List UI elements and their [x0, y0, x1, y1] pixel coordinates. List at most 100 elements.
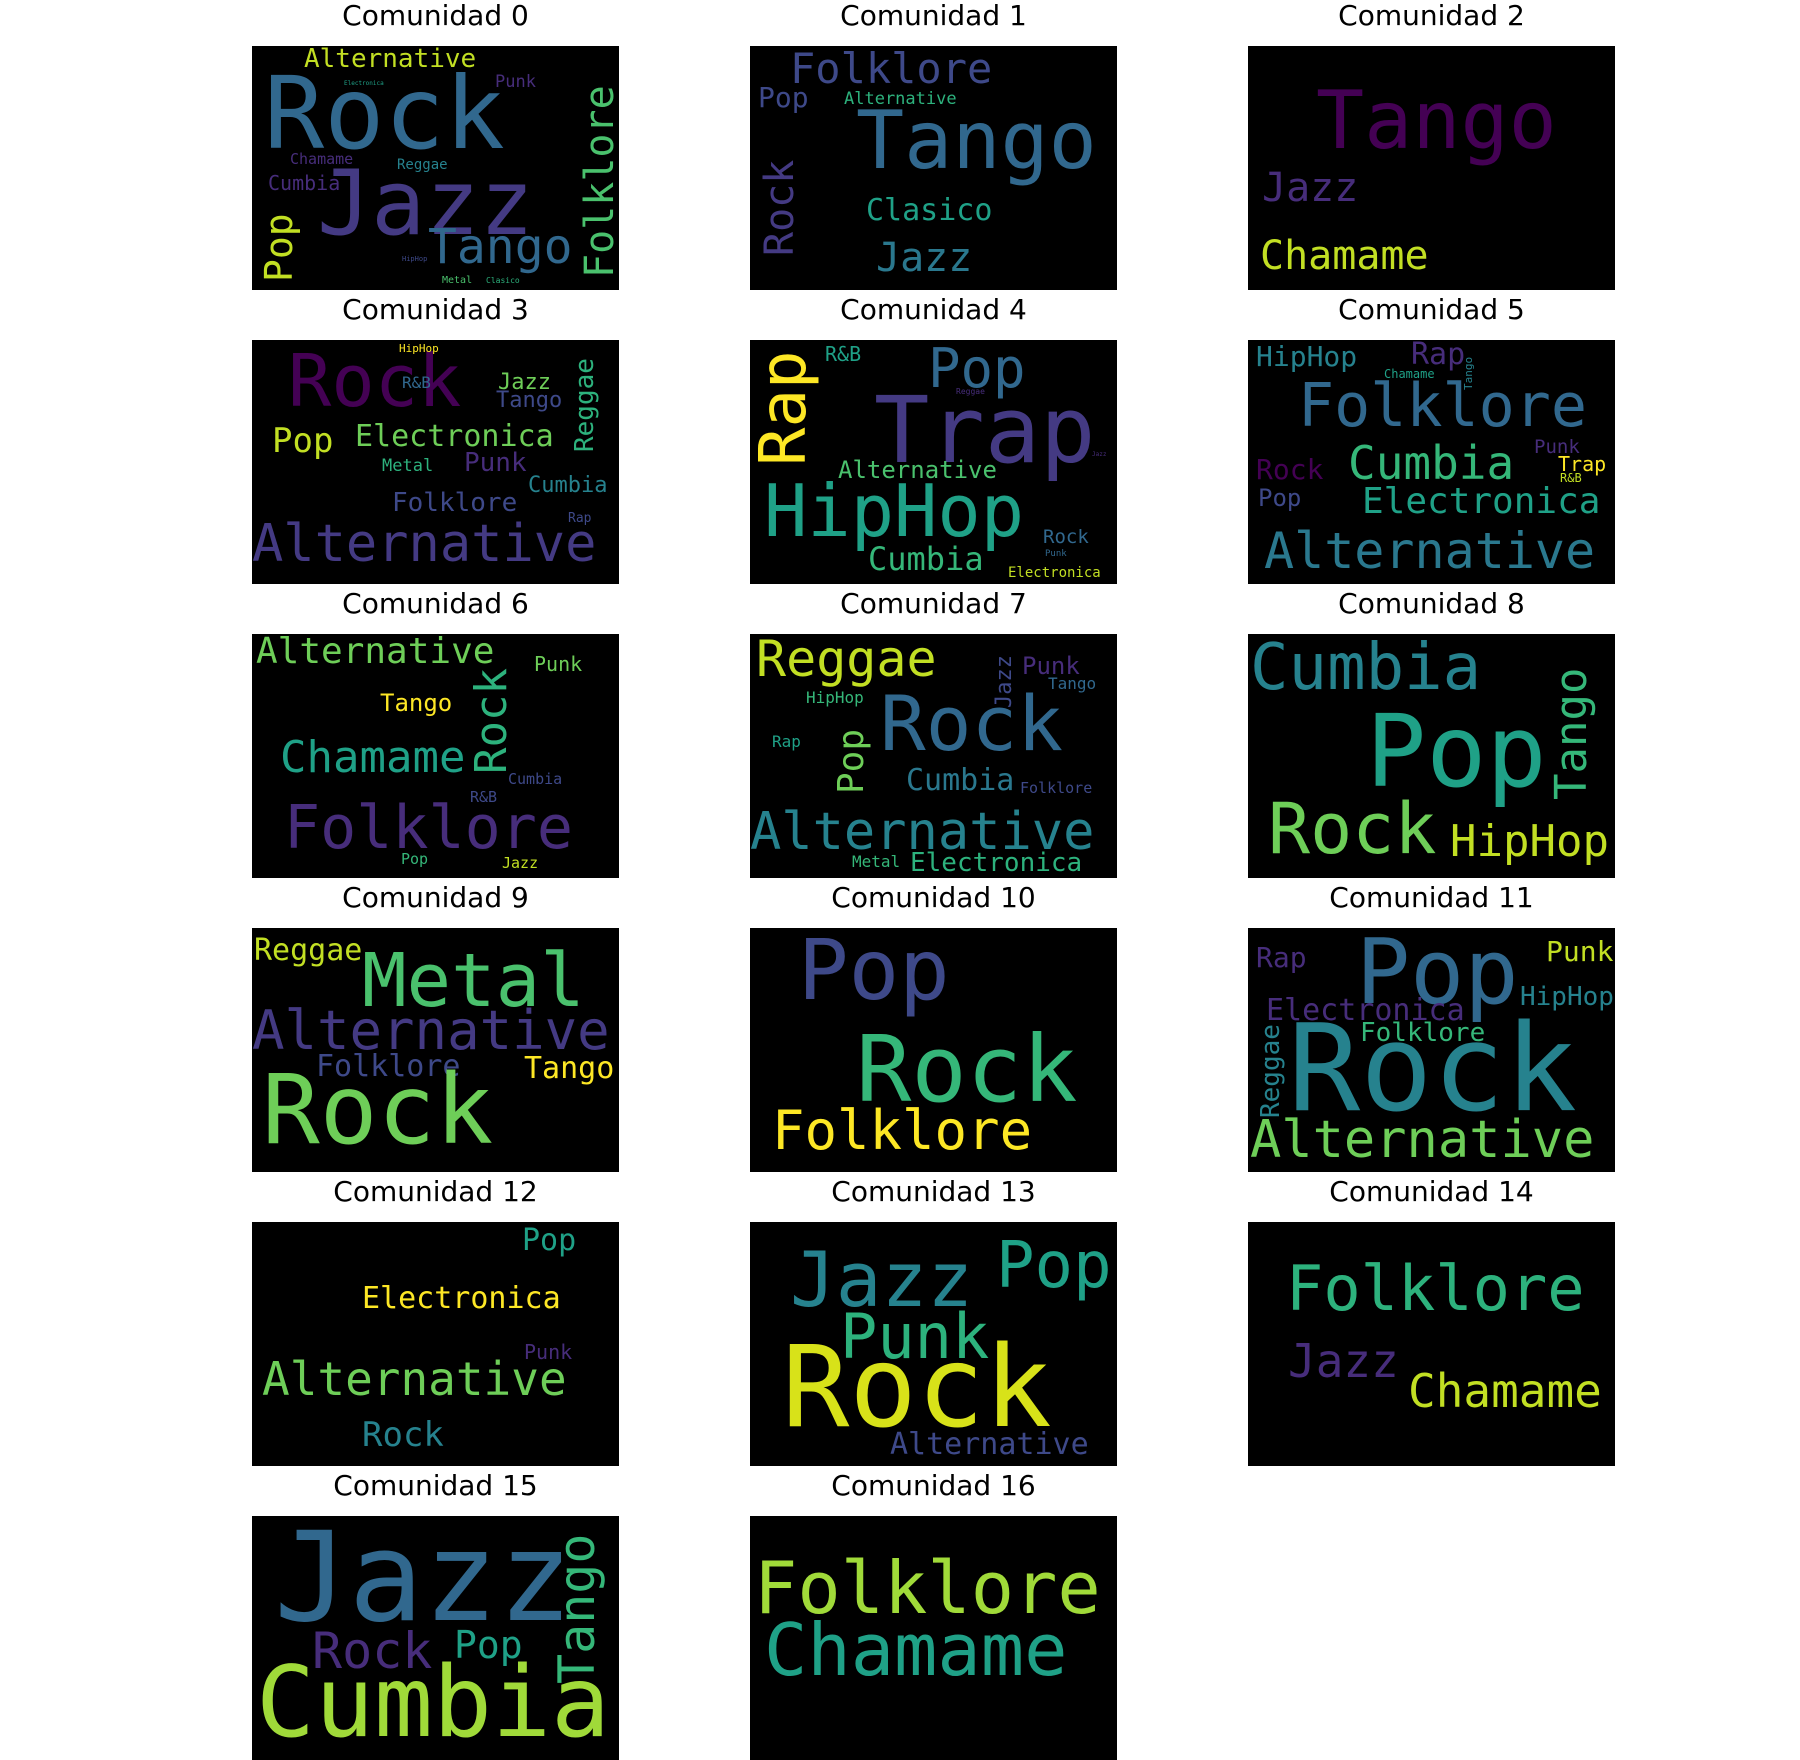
cloud-word: Punk: [495, 72, 536, 92]
panel-title: Comunidad 11: [1329, 881, 1534, 914]
cloud-word: Chamame: [764, 1608, 1068, 1692]
cloud-word: Clasico: [866, 193, 993, 228]
wordcloud-panel: Comunidad 5 HipHop Rap Tango Chamame Folklore…: [1248, 293, 1615, 584]
cloud-word: Alternative: [256, 634, 495, 672]
cloud-word: Rap: [568, 511, 592, 526]
panel-title: Comunidad 14: [1329, 1175, 1534, 1208]
cloud-word: Rap: [1411, 340, 1466, 372]
panel-title: Comunidad 8: [1338, 587, 1525, 620]
cloud-word: Alternative: [252, 999, 610, 1062]
cloud-word: R&B: [825, 342, 862, 366]
cloud-word: Punk: [1022, 652, 1080, 680]
panel-title: Comunidad 12: [333, 1175, 538, 1208]
cloud-word: Alternative: [262, 1352, 567, 1406]
cloud-word: Metal: [382, 456, 434, 476]
wordcloud-canvas: Tango Jazz Chamame: [1248, 46, 1615, 290]
cloud-word: Reggae: [1256, 1024, 1286, 1118]
panel-title: Comunidad 4: [840, 293, 1027, 326]
cloud-word: Metal: [362, 938, 585, 1024]
cloud-word: HipHop: [1256, 340, 1358, 373]
wordcloud-canvas: Rap Pop Punk HipHop Electronica Folklore Regga…: [1248, 928, 1615, 1172]
cloud-word: Alternative: [304, 46, 477, 74]
cloud-word: Punk: [464, 448, 527, 478]
cloud-word: Folklore: [1286, 1252, 1585, 1325]
cloud-word: Tango: [428, 219, 573, 275]
cloud-word: Folklore: [772, 1099, 1033, 1162]
cloud-word: Electronica: [344, 80, 384, 87]
wordcloud-panel: Comunidad 16 Folklore Chamame: [750, 1469, 1117, 1760]
cloud-word: Alternative: [844, 89, 957, 109]
cloud-word: Metal: [442, 275, 473, 286]
cloud-word: HipHop: [764, 469, 1025, 553]
panel-title: Comunidad 16: [831, 1469, 1036, 1502]
cloud-word: Pop: [454, 1623, 523, 1667]
cloud-word: HipHop: [402, 255, 428, 263]
cloud-word: Folklore: [284, 793, 573, 863]
wordcloud-canvas: Reggae Jazz Punk Tango HipHop Pop Rock Rap Cumbi…: [750, 634, 1117, 878]
cloud-word: Pop: [272, 421, 334, 461]
cloud-word: Pop: [928, 340, 1026, 400]
cloud-word: Cumbia: [268, 171, 341, 195]
cloud-word: Rock: [264, 55, 505, 172]
cloud-word: R&B: [470, 788, 498, 806]
cloud-word: Tango: [1316, 74, 1557, 167]
cloud-word: Folklore: [790, 46, 993, 93]
cloud-word: Rock: [782, 1323, 1052, 1453]
cloud-word: Cumbia: [256, 1646, 611, 1760]
cloud-word: Cumbia: [1348, 436, 1515, 490]
cloud-word: Rap: [772, 732, 801, 751]
cloud-word: Jazz: [502, 854, 539, 872]
wordcloud-panel: Comunidad 0 Rock Jazz Alternative Folklore Ta…: [252, 0, 619, 290]
cloud-word: Jazz: [498, 370, 551, 395]
cloud-word: Trap: [1558, 452, 1607, 476]
cloud-word: Pop: [996, 1229, 1112, 1303]
cloud-word: Rock: [312, 1622, 433, 1680]
cloud-word: R&B: [1560, 471, 1582, 485]
cloud-word: Clasico: [486, 276, 520, 285]
cloud-word: Electronica: [1362, 481, 1601, 522]
cloud-word: Folklore: [577, 85, 619, 278]
cloud-word: Folklore: [1020, 779, 1093, 797]
panel-title: Comunidad 13: [831, 1175, 1036, 1208]
cloud-word: Rap: [750, 350, 821, 466]
cloud-word: Rock: [1268, 788, 1437, 870]
cloud-word: Alternative: [750, 802, 1095, 862]
cloud-word: Folklore: [754, 1546, 1101, 1630]
cloud-word: Chamame: [1408, 1364, 1602, 1418]
cloud-word: Tango: [856, 94, 1097, 187]
cloud-word: Jazz: [876, 235, 973, 281]
cloud-word: Tango: [1048, 674, 1097, 693]
wordcloud-panel: Comunidad 10 Pop Rock Folklore: [750, 881, 1117, 1172]
cloud-word: Electronica: [362, 1281, 561, 1316]
cloud-word: Jazz: [1262, 165, 1359, 211]
cloud-word: Folklore: [316, 1049, 461, 1084]
wordcloud-panel: Comunidad 3 Rock HipHop R&B Jazz Tango Reggae P…: [252, 293, 619, 584]
cloud-word: Punk: [1045, 549, 1067, 559]
panel-title: Comunidad 2: [1338, 0, 1525, 32]
wordcloud-canvas: Folklore Chamame: [750, 1516, 1117, 1760]
panel-title: Comunidad 3: [342, 293, 529, 326]
cloud-word: Reggae: [397, 157, 448, 173]
wordcloud-canvas: Folklore Jazz Chamame: [1248, 1222, 1615, 1466]
cloud-word: Folklore: [1360, 1018, 1486, 1048]
cloud-word: Rock: [880, 679, 1064, 768]
cloud-word: Pop: [401, 850, 429, 868]
panel-title: Comunidad 0: [342, 0, 529, 32]
wordcloud-canvas: Rock HipHop R&B Jazz Tango Reggae Pop Electroni…: [252, 340, 619, 584]
cloud-word: HipHop: [806, 688, 864, 707]
cloud-word: Alternative: [1250, 1110, 1595, 1170]
wordcloud-panel: Comunidad 12 Pop Electronica Punk Alternativ…: [252, 1175, 619, 1466]
wordcloud-canvas: Reggae Metal Alternative Folklore Tango Rock: [252, 928, 619, 1172]
cloud-word: Jazz: [1092, 451, 1107, 458]
wordcloud-canvas: Rock Jazz Alternative Folklore Tango Pop Punk C…: [252, 46, 619, 290]
cloud-word: Rock: [1288, 1000, 1577, 1139]
panel-title: Comunidad 7: [840, 587, 1027, 620]
cloud-word: HipHop: [399, 342, 439, 355]
cloud-word: Rock: [262, 1054, 494, 1166]
cloud-word: Alternative: [890, 1427, 1089, 1462]
cloud-word: Electronica: [910, 848, 1083, 878]
cloud-word: Metal: [852, 852, 901, 871]
cloud-word: Pop: [1366, 693, 1547, 810]
wordcloud-canvas: HipHop Rap Tango Chamame Folklore Punk Rock Cum…: [1248, 340, 1615, 584]
panel-title: Comunidad 10: [831, 881, 1036, 914]
